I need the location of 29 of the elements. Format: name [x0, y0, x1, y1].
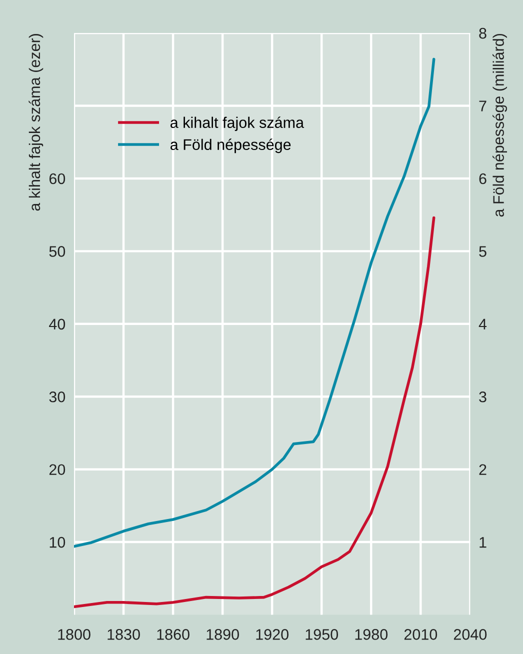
x-tick-label: 1950 [306, 629, 338, 640]
y-tick-label: 10 [50, 536, 66, 548]
y-tick-label: 50 [49, 246, 66, 257]
y2-tick-label: 4 [478, 318, 487, 330]
x-tick-label: 1920 [256, 629, 288, 640]
y-tick-label: 40 [49, 318, 66, 330]
x-tick-label: 1980 [355, 629, 388, 640]
line-series [74, 58, 436, 548]
y-tick-label: 30 [49, 391, 66, 402]
y2-tick-label: 6 [479, 173, 486, 184]
y-tick-label: 20 [49, 464, 66, 476]
y-axis-title: a kihalt fajok száma (ezer) [28, 34, 44, 211]
line-series [74, 216, 436, 608]
y2-axis-title: a Föld népessége (milliárd) [492, 34, 507, 217]
x-tick-label: 2040 [454, 629, 487, 640]
legend-label: a Föld népessége [170, 138, 291, 154]
y2-tick-label: 1 [480, 537, 486, 548]
y2-tick-label: 5 [479, 246, 486, 257]
y2-tick-label: 8 [479, 28, 486, 39]
x-tick-label: 2010 [404, 629, 438, 640]
x-tick-label: 1800 [58, 629, 90, 640]
y2-tick-label: 2 [479, 464, 486, 475]
y-tick-label: 60 [49, 173, 66, 184]
x-tick-label: 1830 [108, 629, 140, 640]
y2-tick-label: 3 [479, 391, 486, 402]
y2-tick-label: 7 [479, 100, 486, 112]
legend-label: a kihalt fajok száma [170, 116, 304, 132]
x-tick-label: 1890 [206, 629, 239, 640]
x-tick-label: 1860 [157, 629, 190, 640]
